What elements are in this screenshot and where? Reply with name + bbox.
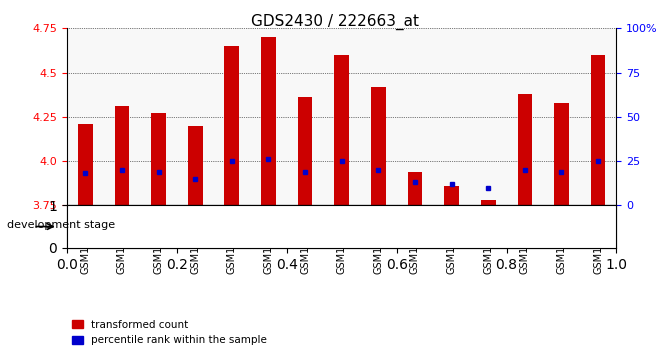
FancyBboxPatch shape [397, 205, 507, 248]
Bar [188, 126, 202, 205]
Bar [554, 103, 569, 205]
Bar [334, 55, 349, 205]
Bar [224, 46, 239, 205]
Text: monocyte: monocyte [99, 222, 145, 231]
Bar [261, 37, 276, 205]
Bar [407, 172, 422, 205]
FancyBboxPatch shape [250, 205, 397, 248]
Text: monocyte at intermediat
e differentiation stage: monocyte at intermediat e differentiatio… [157, 217, 270, 236]
Bar [517, 94, 532, 205]
FancyBboxPatch shape [507, 205, 616, 248]
Legend: transformed count, percentile rank within the sample: transformed count, percentile rank withi… [72, 320, 267, 345]
Text: macrophage: macrophage [295, 222, 352, 231]
Bar [115, 106, 129, 205]
Bar [151, 113, 166, 205]
Bar [444, 186, 459, 205]
Bar [78, 124, 92, 205]
Bar [481, 200, 496, 205]
Text: GDS2430 / 222663_at: GDS2430 / 222663_at [251, 14, 419, 30]
Bar [297, 97, 312, 205]
Bar [591, 55, 606, 205]
Text: M1 macrophage: M1 macrophage [415, 222, 488, 231]
Text: M2 macrophage: M2 macrophage [525, 222, 598, 231]
Text: development stage: development stage [7, 220, 115, 230]
Bar [371, 87, 386, 205]
FancyBboxPatch shape [177, 205, 250, 248]
FancyBboxPatch shape [67, 205, 177, 248]
